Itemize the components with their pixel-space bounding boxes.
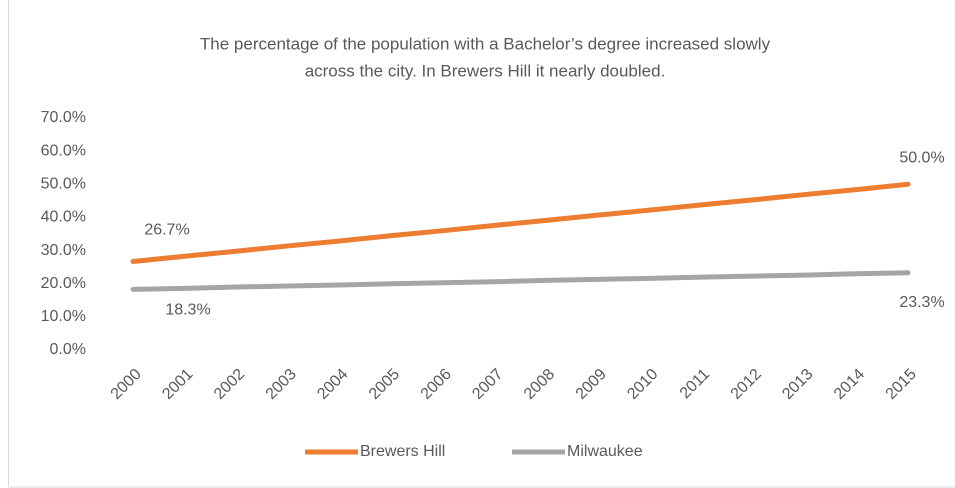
- series-line: [130, 181, 911, 265]
- chart-title: across the city. In Brewers Hill it near…: [305, 61, 666, 80]
- y-tick-label: 70.0%: [41, 109, 86, 126]
- data-label: 26.7%: [144, 222, 189, 239]
- legend-label: Milwaukee: [567, 443, 643, 460]
- y-tick-label: 30.0%: [41, 242, 86, 259]
- chart-border: [8, 0, 955, 488]
- data-label: 50.0%: [899, 150, 944, 167]
- legend-label: Brewers Hill: [360, 443, 445, 460]
- data-label: 23.3%: [899, 294, 944, 311]
- y-tick-label: 60.0%: [41, 142, 86, 159]
- chart-title: The percentage of the population with a …: [200, 34, 771, 53]
- series-line: [130, 270, 911, 292]
- y-tick-label: 50.0%: [41, 176, 86, 193]
- y-tick-label: 20.0%: [41, 275, 86, 292]
- y-tick-label: 0.0%: [50, 341, 86, 358]
- y-tick-label: 10.0%: [41, 308, 86, 325]
- data-label: 18.3%: [165, 302, 210, 319]
- y-tick-label: 40.0%: [41, 209, 86, 226]
